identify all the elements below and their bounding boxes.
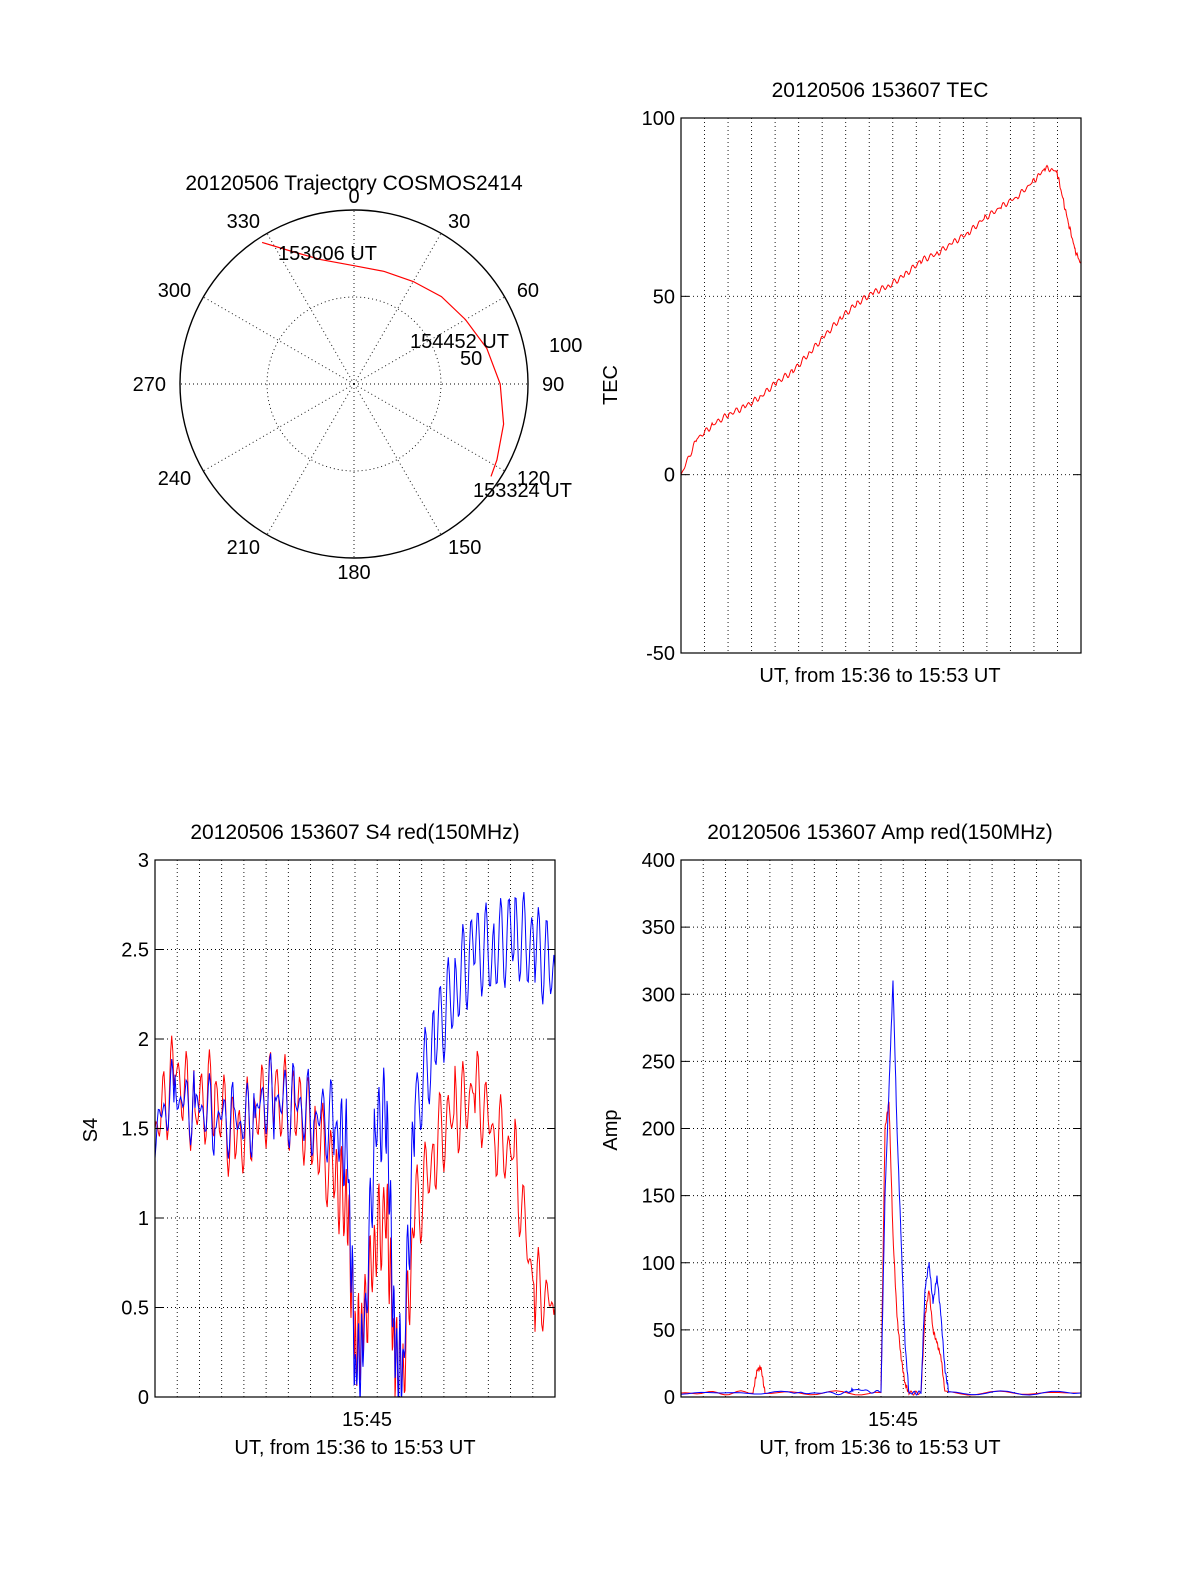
polar-annotation-start: 153606 UT <box>278 243 377 265</box>
amp-grid <box>681 860 1081 1397</box>
polar-spoke-60 <box>353 296 505 385</box>
s4-y-tick-label: 2 <box>138 1029 149 1051</box>
amp-y-ticks: 0 50 100 150 200 250 300 350 400 <box>642 850 1081 1409</box>
s4-y-tick-label: 3 <box>138 850 149 872</box>
amp-title: 20120506 153607 Amp red(150MHz) <box>707 821 1053 844</box>
polar-title: 20120506 Trajectory COSMOS2414 <box>185 172 523 195</box>
polar-angle-label-150: 150 <box>448 537 481 559</box>
s4-y-tick-label: 0 <box>138 1387 149 1409</box>
polar-spoke-120 <box>353 383 505 472</box>
amp-y-tick-label: 0 <box>664 1387 675 1409</box>
s4-series <box>154 891 556 1398</box>
polar-grid-circle-50 <box>266 296 442 472</box>
polar-panel: 20120506 Trajectory COSMOS2414 0 30 60 90 12… <box>133 172 583 584</box>
amp-series-red <box>680 1101 1081 1396</box>
polar-grid <box>180 210 528 558</box>
polar-trajectory-line <box>261 241 505 477</box>
tec-title: 20120506 153607 TEC <box>772 79 989 102</box>
amp-y-tick-label: 50 <box>653 1320 675 1342</box>
polar-spoke-330 <box>266 233 355 385</box>
amp-xlabel: UT, from 15:36 to 15:53 UT <box>759 1437 1000 1459</box>
tec-series-red <box>680 164 1082 475</box>
tec-y-tick-label: -50 <box>646 643 675 665</box>
polar-angle-label-120: 120 <box>517 468 550 490</box>
polar-outer-circle <box>179 209 529 559</box>
polar-angle-label-330: 330 <box>227 211 260 233</box>
polar-angle-label-90: 90 <box>542 374 564 396</box>
tec-y-tick-label: 100 <box>642 108 675 130</box>
tec-y-tick-label: 0 <box>664 465 675 487</box>
polar-angle-labels: 0 30 60 90 120 150 180 210 240 270 300 330 <box>133 186 565 584</box>
s4-ylabel: S4 <box>80 1118 102 1142</box>
tec-y-tick-label: 50 <box>653 286 675 308</box>
amp-y-tick-label: 400 <box>642 850 675 872</box>
polar-spoke-240 <box>203 383 355 472</box>
tec-ylabel: TEC <box>600 365 622 405</box>
amp-x-tick-label: 15:45 <box>868 1409 918 1431</box>
amp-y-tick-label: 300 <box>642 984 675 1006</box>
s4-y-ticks: 0 0.5 1 1.5 2 2.5 3 <box>121 850 555 1409</box>
tec-plot-frame <box>680 117 1082 654</box>
amp-series-blue <box>680 980 1082 1396</box>
amp-ylabel: Amp <box>600 1109 622 1150</box>
s4-y-tick-label: 0.5 <box>121 1298 149 1320</box>
s4-title: 20120506 153607 S4 red(150MHz) <box>190 821 519 844</box>
polar-angle-label-30: 30 <box>448 211 470 233</box>
polar-spoke-210 <box>266 383 355 535</box>
amp-y-tick-label: 250 <box>642 1051 675 1073</box>
s4-y-tick-label: 2.5 <box>121 940 149 962</box>
polar-angle-label-180: 180 <box>337 562 370 584</box>
s4-xlabel: UT, from 15:36 to 15:53 UT <box>234 1437 475 1459</box>
s4-series-blue <box>154 891 556 1398</box>
polar-annotation-mid: 154452 UT <box>410 331 509 353</box>
polar-angle-label-60: 60 <box>517 280 539 302</box>
tec-y-ticks: -50 0 50 100 <box>642 108 1081 665</box>
amp-y-tick-label: 100 <box>642 1253 675 1275</box>
tec-panel: 20120506 153607 TEC -50 0 50 100 TEC UT, fr… <box>600 79 1082 687</box>
tec-xlabel: UT, from 15:36 to 15:53 UT <box>759 665 1000 687</box>
polar-angle-label-240: 240 <box>158 468 191 490</box>
tec-series <box>680 164 1082 475</box>
polar-spoke-300 <box>203 296 355 385</box>
polar-radius-label-50: 50 <box>460 348 482 370</box>
amp-y-tick-label: 150 <box>642 1186 675 1208</box>
polar-angle-label-270: 270 <box>133 374 166 396</box>
polar-radius-label-100: 100 <box>549 335 582 357</box>
polar-angle-label-0: 0 <box>348 186 359 208</box>
polar-angle-label-300: 300 <box>158 280 191 302</box>
polar-annotation-end: 153324 UT <box>473 480 572 502</box>
polar-spoke-30 <box>353 233 442 385</box>
polar-angle-label-210: 210 <box>227 537 260 559</box>
tec-grid <box>681 118 1081 653</box>
amp-y-tick-label: 200 <box>642 1119 675 1141</box>
amp-series <box>680 980 1082 1396</box>
s4-x-tick-label: 15:45 <box>342 1409 392 1431</box>
polar-spoke-150 <box>353 383 442 535</box>
s4-y-tick-label: 1.5 <box>121 1119 149 1141</box>
amp-panel: 20120506 153607 Amp red(150MHz) 0 50 100 15… <box>600 821 1082 1459</box>
s4-panel: 20120506 153607 S4 red(150MHz) 0 0.5 1 1.5 2… <box>80 821 556 1459</box>
amp-y-tick-label: 350 <box>642 917 675 939</box>
s4-y-tick-label: 1 <box>138 1208 149 1230</box>
